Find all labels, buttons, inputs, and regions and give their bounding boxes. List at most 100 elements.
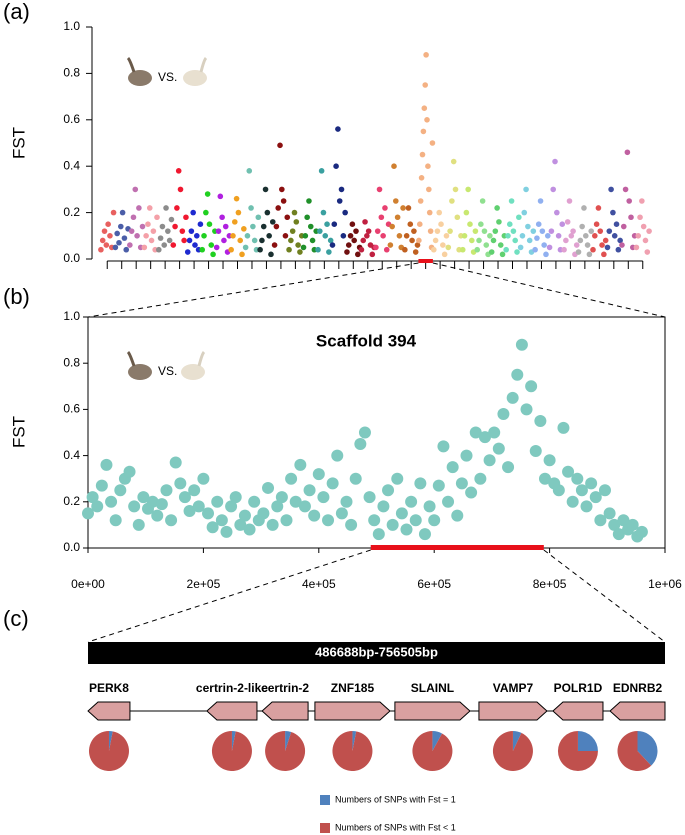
point <box>121 235 128 241</box>
point <box>428 514 441 527</box>
point <box>382 205 388 211</box>
point <box>579 223 585 230</box>
point <box>566 198 573 204</box>
point <box>446 461 459 474</box>
point <box>503 246 509 253</box>
point <box>193 233 200 239</box>
point <box>430 246 437 253</box>
point <box>208 242 215 248</box>
point <box>564 219 571 225</box>
region-label: 486688bp-756505bp <box>315 644 438 659</box>
point <box>284 214 291 221</box>
y-axis-label: FST <box>9 127 28 159</box>
point <box>396 233 403 239</box>
point <box>309 237 316 244</box>
point <box>163 205 169 211</box>
point <box>110 209 117 216</box>
point <box>608 186 614 193</box>
point <box>502 461 515 474</box>
point <box>98 246 104 253</box>
point <box>577 237 584 244</box>
pie-slice <box>432 731 443 751</box>
point <box>400 205 406 211</box>
point <box>192 242 198 248</box>
point <box>165 228 171 234</box>
point <box>581 205 587 211</box>
point <box>160 484 173 497</box>
point <box>417 198 424 204</box>
point <box>552 158 558 165</box>
point <box>525 380 538 393</box>
pie-slice <box>577 731 598 751</box>
y-axis-label: FST <box>9 416 28 448</box>
point <box>626 518 639 531</box>
y-tick-label: 0.4 <box>63 448 80 462</box>
point <box>478 431 491 444</box>
point <box>155 498 168 511</box>
point <box>257 246 263 253</box>
point <box>364 233 370 239</box>
point <box>442 495 455 508</box>
point <box>463 209 470 216</box>
plot-frame <box>87 316 666 549</box>
point <box>250 223 256 230</box>
point <box>418 175 425 181</box>
point <box>447 228 453 234</box>
y-tick-label: 0.4 <box>63 158 80 172</box>
point <box>169 456 182 469</box>
point <box>432 237 439 244</box>
point <box>510 228 517 234</box>
point <box>487 233 493 239</box>
point <box>474 246 481 253</box>
point <box>368 514 381 527</box>
point <box>449 198 455 204</box>
point <box>105 495 118 508</box>
point <box>455 477 468 490</box>
point <box>136 205 142 211</box>
point <box>286 246 292 253</box>
point <box>617 237 623 244</box>
pie-slice <box>637 731 658 766</box>
point <box>391 472 404 485</box>
point <box>288 237 294 244</box>
point <box>127 242 133 248</box>
point <box>257 507 270 520</box>
point <box>259 237 265 244</box>
point <box>109 514 122 527</box>
point <box>282 233 289 239</box>
point <box>215 514 228 527</box>
point <box>289 495 302 508</box>
point <box>300 244 307 251</box>
point <box>588 228 595 234</box>
point <box>555 233 562 239</box>
y-tick-label: 0.6 <box>63 112 80 126</box>
point <box>394 214 401 221</box>
point <box>440 242 446 248</box>
point <box>235 209 242 216</box>
point <box>331 449 344 462</box>
point <box>262 481 275 494</box>
annotation: VS. <box>158 364 177 378</box>
gene <box>478 701 548 721</box>
point <box>610 209 616 216</box>
point <box>644 249 651 255</box>
point <box>225 500 238 513</box>
point <box>271 242 278 248</box>
point <box>506 221 513 227</box>
point <box>146 205 153 211</box>
point <box>146 495 159 508</box>
point <box>488 426 501 439</box>
point <box>548 228 555 234</box>
point <box>492 228 499 234</box>
point <box>544 233 551 239</box>
point <box>424 117 430 123</box>
point <box>114 484 127 497</box>
point <box>377 500 390 513</box>
point <box>82 507 94 520</box>
point <box>123 465 136 478</box>
point <box>589 491 602 504</box>
gene-label: ZNF185 <box>331 681 375 695</box>
gene <box>87 701 131 721</box>
point <box>99 237 106 244</box>
point <box>585 477 598 490</box>
